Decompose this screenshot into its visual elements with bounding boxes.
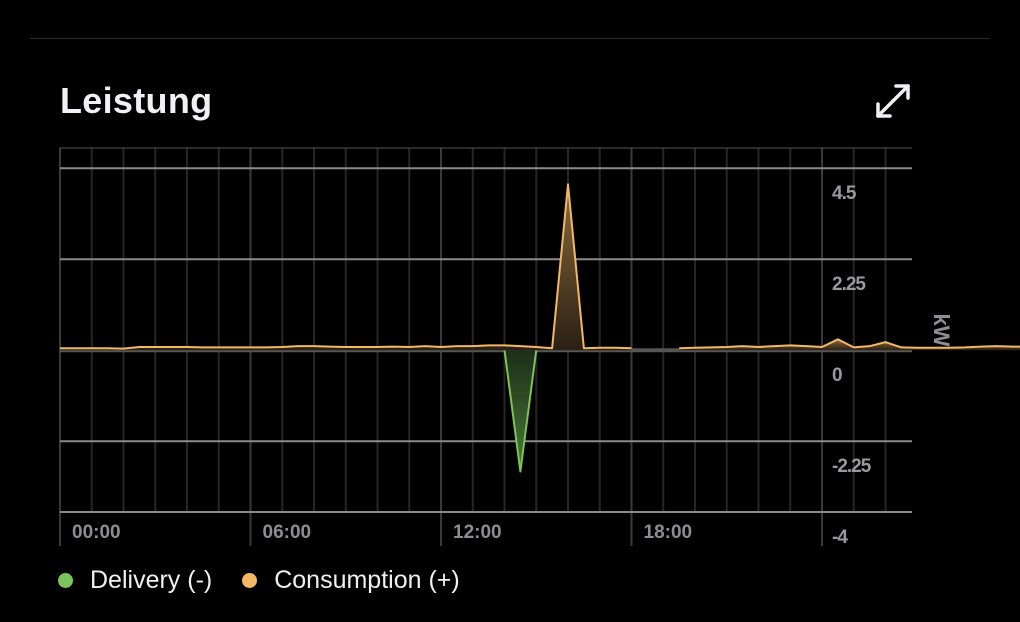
x-tick-label: 06:00 [263,522,312,543]
legend-label-consumption: Consumption (+) [274,566,460,594]
legend: Delivery (-) Consumption (+) [58,566,490,595]
card-divider [30,38,990,39]
y-tick-label: 2.25 [832,274,866,295]
y-tick-label: -2.25 [832,456,872,477]
x-tick-label: 18:00 [644,522,693,543]
series-area-consumption [60,184,632,351]
y-tick-label: 4.5 [832,183,857,204]
series-area-delivery [504,350,537,472]
legend-label-delivery: Delivery (-) [90,566,213,594]
expand-button[interactable] [870,78,916,124]
y-tick-label: -4 [832,527,848,548]
x-tick-label: 00:00 [72,522,121,543]
x-tick-label: 12:00 [453,522,502,543]
expand-arrows-icon [876,84,910,118]
legend-marker-consumption [242,573,258,588]
card-title: Leistung [60,80,213,121]
y-tick-label: 0 [832,365,842,386]
legend-item-consumption[interactable]: Consumption (+) [242,566,460,595]
legend-marker-delivery [58,573,73,588]
y-axis-label: kW [929,314,954,347]
legend-item-delivery[interactable]: Delivery (-) [58,566,212,595]
